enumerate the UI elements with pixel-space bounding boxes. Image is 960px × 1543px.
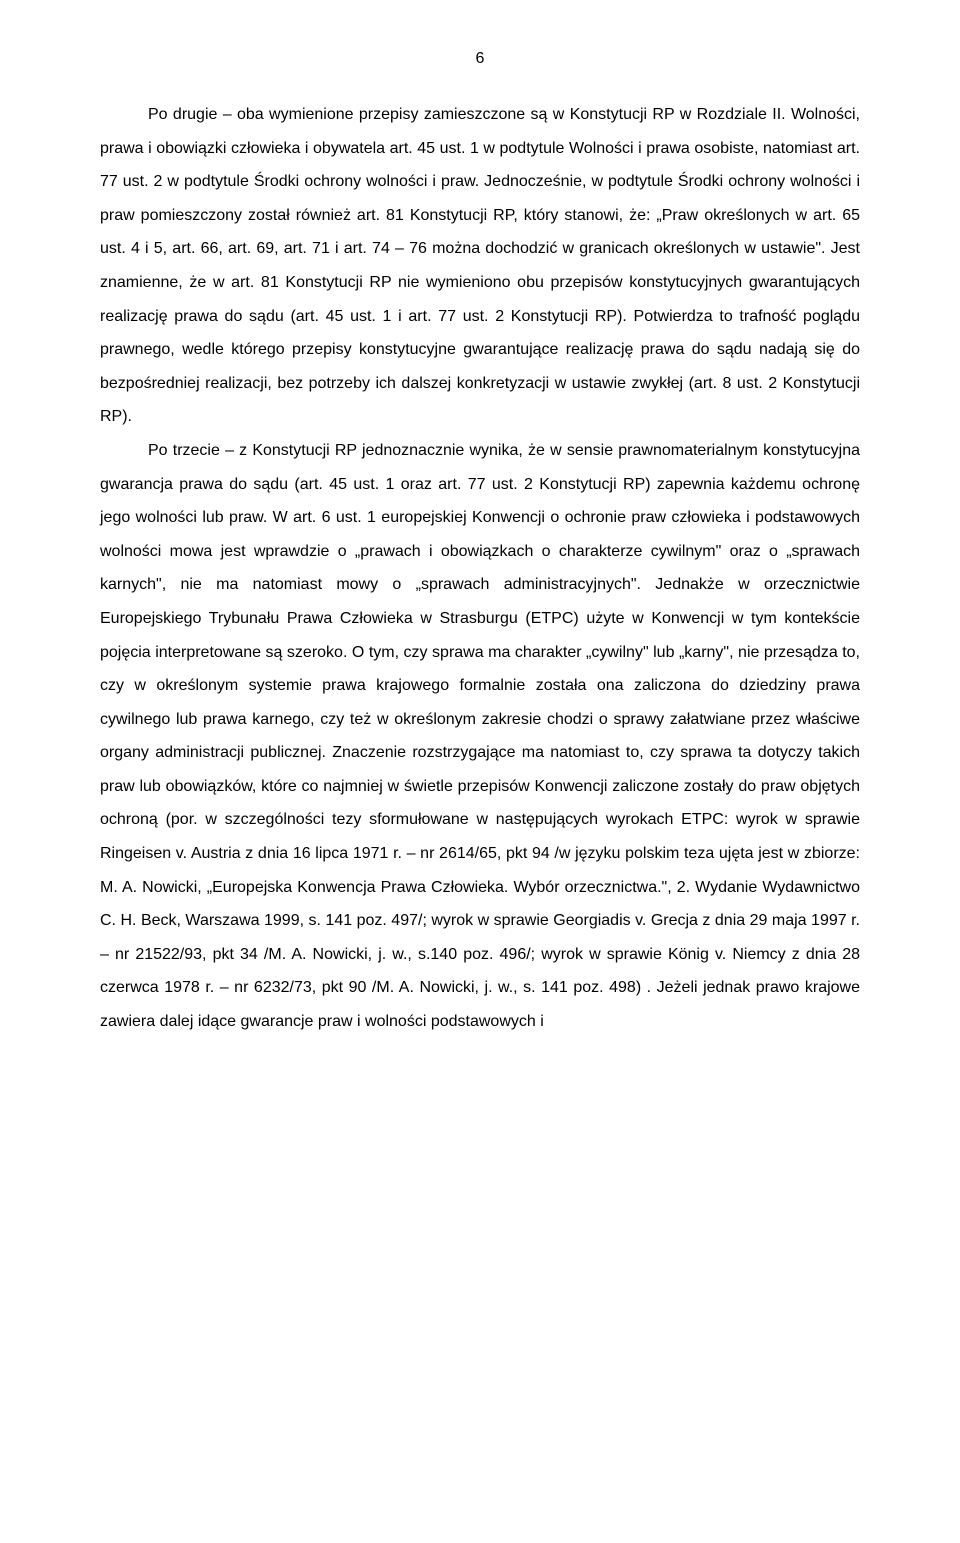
document-page: 6 Po drugie – oba wymienione przepisy za… xyxy=(0,0,960,1089)
paragraph: Po drugie – oba wymienione przepisy zami… xyxy=(100,98,860,434)
paragraph: Po trzecie – z Konstytucji RP jednoznacz… xyxy=(100,434,860,1039)
page-number: 6 xyxy=(100,50,860,68)
page-body: Po drugie – oba wymienione przepisy zami… xyxy=(100,98,860,1039)
